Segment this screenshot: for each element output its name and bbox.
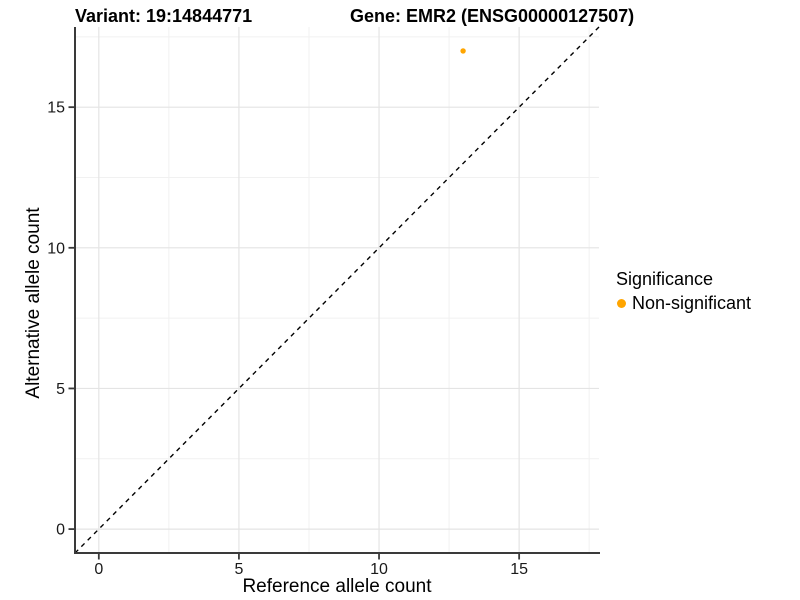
legend-entry-label: Non-significant <box>632 293 752 313</box>
x-tick-label: 10 <box>370 561 388 578</box>
y-tick-label: 5 <box>56 381 65 398</box>
x-tick-label: 0 <box>94 561 103 578</box>
data-point <box>460 48 466 54</box>
x-tick-label: 15 <box>510 561 528 578</box>
x-tick-label: 5 <box>234 561 243 578</box>
y-tick-label: 15 <box>47 100 65 117</box>
legend-dot-icon <box>617 299 626 308</box>
x-axis-label: Reference allele count <box>242 576 432 597</box>
plot-title-variant: Variant: 19:14844771 <box>75 6 253 26</box>
y-tick-label: 0 <box>56 522 65 539</box>
plot-title-gene: Gene: EMR2 (ENSG00000127507) <box>350 6 635 26</box>
legend: Significance Non-significant <box>616 269 751 314</box>
y-tick-label: 10 <box>47 240 65 257</box>
legend-entry: Non-significant <box>616 293 751 314</box>
y-axis-label: Alternative allele count <box>23 207 44 399</box>
legend-title: Significance <box>616 269 714 289</box>
identity-line <box>74 26 600 554</box>
